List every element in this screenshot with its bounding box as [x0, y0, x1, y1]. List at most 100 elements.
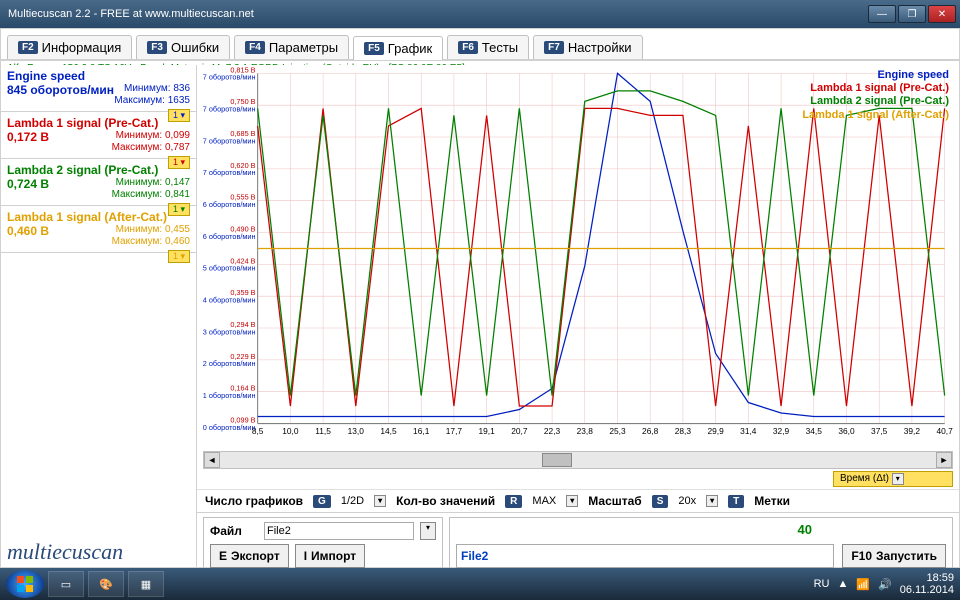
num-graphs-value[interactable]: 1/2D [341, 495, 364, 507]
signal-minmax: Минимум: 836Максимум: 1635 [114, 83, 190, 107]
tab-f3[interactable]: F3Ошибки [136, 35, 230, 59]
svg-text:7 оборотов/мин: 7 оборотов/мин [203, 136, 256, 145]
svg-text:25,3: 25,3 [609, 426, 626, 436]
taskbar-app-icon[interactable]: ▦ [128, 571, 164, 597]
num-values-value[interactable]: MAX [532, 495, 556, 507]
scale-value[interactable]: 20x [678, 495, 696, 507]
svg-text:4 оборотов/мин: 4 оборотов/мин [203, 296, 256, 305]
signal-value: 845 оборотов/мин [7, 83, 114, 97]
scroll-right-icon[interactable]: ► [936, 452, 952, 468]
svg-text:32,9: 32,9 [773, 426, 790, 436]
svg-text:19,1: 19,1 [478, 426, 495, 436]
svg-text:3 оборотов/мин: 3 оборотов/мин [203, 327, 256, 336]
tab-f5[interactable]: F5График [353, 36, 443, 60]
tab-label: Параметры [269, 40, 338, 55]
export-key: E [219, 549, 227, 563]
tab-fkey: F2 [18, 41, 38, 54]
signal-name: Lambda 1 signal (Pre-Cat.) [7, 116, 158, 130]
scroll-thumb[interactable] [542, 453, 572, 467]
svg-text:28,3: 28,3 [675, 426, 692, 436]
signal-badge[interactable]: 1 ▾ [168, 156, 190, 169]
scale-label: Масштаб [588, 494, 641, 508]
signal-panel[interactable]: Lambda 2 signal (Pre-Cat.)0,724 ВМинимум… [1, 159, 196, 206]
legend-item: Engine speed [802, 69, 949, 82]
line-chart: 0,099 В0 оборотов/мин0,164 В1 оборотов/м… [199, 67, 953, 449]
clock-date: 06.11.2014 [900, 584, 954, 596]
tray-network-icon: 📶 [856, 578, 870, 591]
tab-label: Настройки [568, 40, 632, 55]
chart-hscrollbar[interactable]: ◄ ► [203, 451, 953, 469]
svg-text:14,5: 14,5 [380, 426, 397, 436]
language-indicator[interactable]: RU [814, 578, 830, 590]
chart-controls: Число графиков G 1/2D ▾ Кол-во значений … [197, 489, 959, 512]
taskbar-app-icon[interactable]: ▭ [48, 571, 84, 597]
svg-text:34,5: 34,5 [806, 426, 823, 436]
svg-text:17,7: 17,7 [446, 426, 463, 436]
legend-item: Lambda 1 signal (Pre-Cat.) [802, 82, 949, 95]
marks-label: Метки [754, 494, 790, 508]
tab-label: Ошибки [171, 40, 219, 55]
svg-text:13,0: 13,0 [348, 426, 365, 436]
time-mode-dropdown[interactable]: Время (Δt) ▾ [833, 471, 953, 487]
export-label: Экспорт [231, 549, 280, 563]
taskbar-clock[interactable]: 18:59 06.11.2014 [900, 572, 954, 596]
svg-text:37,5: 37,5 [871, 426, 888, 436]
num-graphs-key: G [313, 495, 331, 508]
window-titlebar: Multiecuscan 2.2 - FREE at www.multiecus… [0, 0, 960, 28]
svg-text:6 оборотов/мин: 6 оборотов/мин [203, 200, 256, 209]
file-name-input[interactable] [264, 522, 414, 540]
tray-volume-icon: 🔊 [878, 578, 892, 591]
signal-panel[interactable]: Engine speed845 оборотов/минМинимум: 836… [1, 65, 196, 112]
svg-text:5 оборотов/мин: 5 оборотов/мин [203, 264, 256, 273]
num-values-key: R [505, 495, 522, 508]
taskbar-app-icon[interactable]: 🎨 [88, 571, 124, 597]
tab-f6[interactable]: F6 Тесты [447, 35, 529, 59]
close-button[interactable]: ✕ [928, 5, 956, 23]
scroll-left-icon[interactable]: ◄ [204, 452, 220, 468]
svg-text:6 оборотов/мин: 6 оборотов/мин [203, 232, 256, 241]
tray-flag-icon: ▲ [837, 578, 848, 590]
chart-area: 0,099 В0 оборотов/мин0,164 В1 оборотов/м… [197, 65, 959, 451]
minimize-button[interactable]: — [868, 5, 896, 23]
import-button[interactable]: I Импорт [295, 544, 365, 568]
chevron-down-icon[interactable]: ▾ [420, 522, 436, 540]
signal-panel[interactable]: Lambda 1 signal (After-Cat.)0,460 ВМиним… [1, 206, 196, 253]
signal-badge[interactable]: 1 ▾ [168, 109, 190, 122]
tab-f2[interactable]: F2Информация [7, 35, 132, 59]
signal-badge[interactable]: 1 ▾ [168, 203, 190, 216]
svg-text:16,1: 16,1 [413, 426, 430, 436]
main-panel: 0,099 В0 оборотов/мин0,164 В1 оборотов/м… [197, 65, 959, 567]
maximize-button[interactable]: ❐ [898, 5, 926, 23]
chevron-down-icon[interactable]: ▾ [374, 495, 386, 507]
chevron-down-icon[interactable]: ▾ [566, 495, 578, 507]
tab-fkey: F7 [544, 41, 564, 54]
signal-panel[interactable]: Lambda 1 signal (Pre-Cat.)0,172 ВМинимум… [1, 112, 196, 159]
scroll-track[interactable] [220, 452, 936, 468]
window-title: Multiecuscan 2.2 - FREE at www.multiecus… [4, 8, 868, 20]
export-button[interactable]: E Экспорт [210, 544, 289, 568]
start-button[interactable] [6, 570, 44, 598]
tab-label: Тесты [482, 40, 518, 55]
signal-minmax: Минимум: 0,099Максимум: 0,787 [112, 130, 190, 154]
tab-f4[interactable]: F4Параметры [234, 35, 349, 59]
svg-text:23,8: 23,8 [577, 426, 594, 436]
chevron-down-icon[interactable]: ▾ [706, 495, 718, 507]
system-tray[interactable]: RU ▲ 📶 🔊 18:59 06.11.2014 [814, 572, 954, 596]
svg-text:40,7: 40,7 [936, 426, 953, 436]
num-values-label: Кол-во значений [396, 494, 495, 508]
signal-badge[interactable]: 1 ▾ [168, 250, 190, 263]
chevron-down-icon: ▾ [892, 473, 904, 485]
tab-fkey: F6 [458, 41, 478, 54]
tab-f7[interactable]: F7 Настройки [533, 35, 642, 59]
svg-text:29,9: 29,9 [707, 426, 724, 436]
import-label: Импорт [311, 549, 356, 563]
app-window: F2ИнформацияF3ОшибкиF4ПараметрыF5ГрафикF… [0, 28, 960, 568]
run-button[interactable]: F10 Запустить [842, 544, 946, 568]
import-key: I [304, 549, 307, 563]
svg-text:11,5: 11,5 [315, 426, 331, 436]
clock-time: 18:59 [900, 572, 954, 584]
signal-minmax: Минимум: 0,147Максимум: 0,841 [112, 177, 190, 201]
signal-sidebar: Engine speed845 оборотов/минМинимум: 836… [1, 65, 197, 567]
legend-item: Lambda 2 signal (Pre-Cat.) [802, 95, 949, 108]
windows-taskbar[interactable]: ▭ 🎨 ▦ RU ▲ 📶 🔊 18:59 06.11.2014 [0, 568, 960, 600]
